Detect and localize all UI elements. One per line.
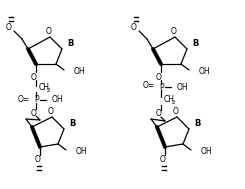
Text: B: B (192, 40, 198, 49)
Text: O: O (31, 73, 37, 81)
Text: O: O (160, 156, 166, 164)
Text: B: B (69, 119, 75, 129)
Text: O: O (6, 22, 12, 32)
Text: CH: CH (39, 84, 50, 92)
Text: OH: OH (201, 146, 213, 156)
Text: 2: 2 (47, 88, 50, 92)
Text: O: O (48, 108, 54, 116)
Text: O: O (35, 156, 41, 164)
Text: O=: O= (143, 81, 155, 91)
Text: O: O (156, 73, 162, 81)
Text: OH: OH (52, 95, 64, 105)
Text: OH: OH (199, 67, 211, 75)
Text: O=: O= (18, 94, 30, 104)
Text: O: O (31, 108, 37, 118)
Text: O: O (156, 109, 162, 119)
Text: OH: OH (74, 67, 86, 75)
Text: OH: OH (177, 83, 189, 91)
Text: O: O (131, 22, 137, 32)
Text: B: B (67, 40, 73, 49)
Text: 2: 2 (172, 99, 175, 105)
Text: B: B (194, 119, 200, 129)
Text: P: P (160, 83, 164, 91)
Text: CH: CH (164, 95, 175, 105)
Text: O: O (46, 28, 52, 36)
Text: P: P (35, 95, 39, 105)
Text: OH: OH (76, 146, 88, 156)
Text: O: O (171, 28, 177, 36)
Text: O: O (173, 108, 179, 116)
